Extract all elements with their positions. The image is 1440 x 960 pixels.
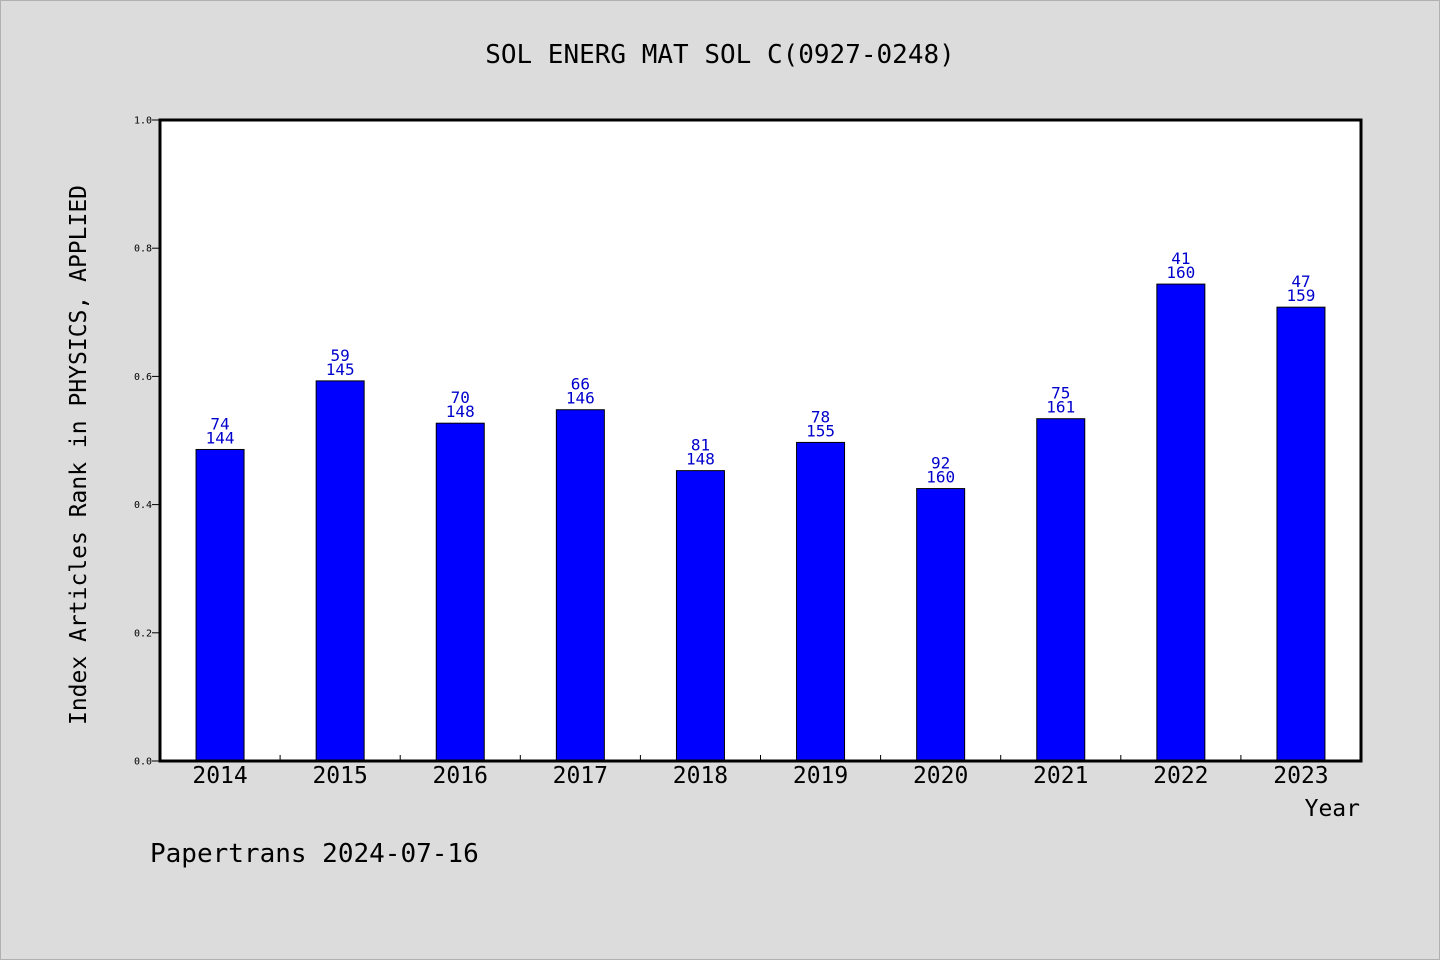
x-tick-label: 2019 bbox=[793, 763, 848, 789]
y-tick-label: 0.8 bbox=[134, 244, 152, 255]
x-tick-label: 2022 bbox=[1153, 763, 1208, 789]
bar-2022 bbox=[1156, 283, 1206, 762]
x-tick-label: 2021 bbox=[1033, 763, 1088, 789]
bar-total-label: 148 bbox=[686, 450, 715, 469]
bar-total-label: 155 bbox=[806, 421, 835, 440]
x-tick-label: 2015 bbox=[312, 763, 367, 789]
bar-2014 bbox=[195, 448, 245, 762]
x-tick-label: 2014 bbox=[192, 763, 247, 789]
bar-rank-label: 70 bbox=[451, 388, 470, 407]
bar-2021 bbox=[1036, 418, 1086, 762]
x-axis-label: Year bbox=[1305, 796, 1360, 822]
bar-total-label: 146 bbox=[566, 389, 595, 408]
bar-2016 bbox=[435, 422, 485, 762]
y-tick-label: 1.0 bbox=[134, 116, 152, 127]
bar-2018 bbox=[675, 470, 725, 762]
footer-credit: Papertrans 2024-07-16 bbox=[150, 839, 479, 869]
bar-total-label: 144 bbox=[206, 428, 235, 447]
y-tick-label: 0.2 bbox=[134, 628, 152, 639]
x-tick-label: 2017 bbox=[553, 763, 608, 789]
x-tick-label: 2016 bbox=[433, 763, 488, 789]
bar-2023 bbox=[1276, 306, 1326, 762]
y-tick-label: 0.6 bbox=[134, 372, 152, 383]
y-axis-label: Index Articles Rank in PHYSICS, APPLIED bbox=[66, 185, 92, 725]
y-tick-label: 0.4 bbox=[134, 500, 152, 511]
bar-total-label: 145 bbox=[326, 360, 355, 379]
bar-rank-label: 66 bbox=[571, 375, 590, 394]
bar-2020 bbox=[916, 488, 966, 762]
chart-title: SOL ENERG MAT SOL C(0927-0248) bbox=[485, 40, 955, 70]
bar-rank-label: 74 bbox=[210, 414, 229, 433]
bar-total-label: 161 bbox=[1046, 398, 1075, 417]
x-tick-label: 2018 bbox=[673, 763, 728, 789]
bar-total-label: 160 bbox=[926, 468, 955, 487]
bar-rank-label: 47 bbox=[1291, 272, 1310, 291]
bar-rank-label: 41 bbox=[1171, 249, 1190, 268]
plot-border bbox=[158, 118, 1363, 763]
bar-rank-label: 81 bbox=[691, 436, 710, 455]
chart-marks: 0.00.20.40.60.81.07414420145914520157014… bbox=[134, 116, 1329, 790]
bar-total-label: 148 bbox=[446, 402, 475, 421]
bar-rank-label: 59 bbox=[331, 346, 350, 365]
bar-2017 bbox=[555, 409, 605, 762]
bar-2015 bbox=[315, 380, 365, 762]
x-tick-label: 2023 bbox=[1273, 763, 1328, 789]
bar-rank-label: 78 bbox=[811, 407, 830, 426]
bar-total-label: 160 bbox=[1166, 263, 1195, 282]
x-tick-label: 2020 bbox=[913, 763, 968, 789]
bar-total-label: 159 bbox=[1286, 286, 1315, 305]
bar-rank-label: 75 bbox=[1051, 384, 1070, 403]
y-tick-label: 0.0 bbox=[134, 757, 152, 768]
bar-2019 bbox=[796, 441, 846, 762]
bar-rank-label: 92 bbox=[931, 454, 950, 473]
